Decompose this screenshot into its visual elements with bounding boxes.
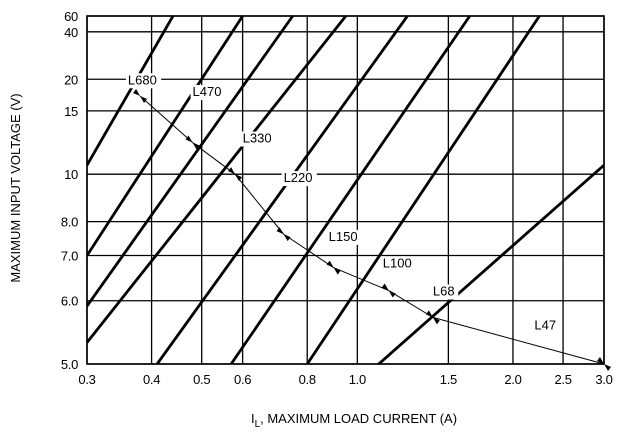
y-tick-label-8: 60 xyxy=(64,9,78,24)
curve-label-l47: L47 xyxy=(534,317,556,332)
boundary-segment-5 xyxy=(388,290,434,318)
curve-label-l150: L150 xyxy=(329,229,358,244)
series-line-l100 xyxy=(229,16,471,364)
y-tick-label-4: 10 xyxy=(64,167,78,182)
series-line-l47 xyxy=(377,164,604,364)
boundary-arrow-out-0 xyxy=(140,96,148,104)
x-tick-label-2: 0.5 xyxy=(193,372,210,387)
boundary-arrow-in-4 xyxy=(326,260,334,268)
curve-label-bg-5 xyxy=(380,256,416,272)
boundary-arrow-out-1 xyxy=(192,142,200,150)
curve-label-l330: L330 xyxy=(243,131,272,146)
x-axis-label-rest: , MAXIMUM LOAD CURRENT (A) xyxy=(260,411,457,426)
series-line-l150 xyxy=(156,16,409,364)
x-tick-label-4: 0.8 xyxy=(299,372,316,387)
boundary-arrow-in-0 xyxy=(133,89,141,97)
x-tick-label-7: 2.0 xyxy=(504,372,521,387)
curve-label-l220: L220 xyxy=(284,170,313,185)
plot-frame xyxy=(86,15,605,365)
boundary-arrow-out-2 xyxy=(235,174,243,182)
series-lines xyxy=(87,16,604,364)
boundary-arrow-out-4 xyxy=(333,267,341,275)
y-tick-label-1: 6.0 xyxy=(61,294,78,309)
boundary-arrow-out-5 xyxy=(388,290,396,298)
boundary-arrow-in-5 xyxy=(381,283,389,291)
x-tick-label-0: 0.3 xyxy=(78,372,95,387)
boundary-segment-0 xyxy=(139,95,193,143)
curve-label-l470: L470 xyxy=(193,84,222,99)
curve-label-bg-4 xyxy=(326,229,362,245)
x-axis-label-sub: L xyxy=(255,419,261,430)
boundary-arrow-in-7 xyxy=(597,357,604,364)
boundary-arrow-in-2 xyxy=(228,167,236,175)
boundary-line xyxy=(133,89,611,371)
series-line-l68 xyxy=(306,16,541,364)
curve-label-l68: L68 xyxy=(433,284,455,299)
y-tick-label-5: 15 xyxy=(64,104,78,119)
curve-labels: L680 L470 L330 L220 L150 L100 L68 L47 xyxy=(125,72,560,334)
curve-label-bg-2 xyxy=(240,131,276,147)
x-tick-label-6: 1.5 xyxy=(440,372,457,387)
series-line-l330 xyxy=(87,16,294,307)
x-tick-label-5: 1.0 xyxy=(349,372,366,387)
x-tick-label-8: 2.5 xyxy=(554,372,571,387)
y-tick-label-7: 40 xyxy=(64,25,78,40)
boundary-arrow-in-1 xyxy=(185,135,193,143)
y-tick-label-2: 7.0 xyxy=(61,249,78,264)
boundary-segment-2 xyxy=(234,173,284,235)
boundary-segment-1 xyxy=(192,142,236,175)
boundary-arrow-in-3 xyxy=(276,227,284,235)
x-tick-label-9: 3.0 xyxy=(595,372,612,387)
y-tick-label-0: 5.0 xyxy=(61,357,78,372)
curve-label-bg-7 xyxy=(532,318,560,334)
tick-labels: 0.3 0.4 0.5 0.6 0.8 1.0 1.5 2.0 2.5 3.0 5.0 6.0 7.0 8… xyxy=(61,9,613,387)
curve-label-l100: L100 xyxy=(383,256,412,271)
y-axis-label: MAXIMUM INPUT VOLTAGE (V) xyxy=(8,93,23,282)
boundary-arrow-out-6 xyxy=(432,317,440,325)
boundary-segment-6 xyxy=(432,316,605,365)
series-line-l680 xyxy=(87,16,175,166)
boundary-segment-4 xyxy=(333,267,389,291)
curve-label-bg-6 xyxy=(430,284,459,300)
y-tick-label-6: 20 xyxy=(64,72,78,87)
boundary-arrow-in-6 xyxy=(425,310,433,318)
x-tick-label-3: 0.6 xyxy=(234,372,251,387)
x-axis-label: IL, MAXIMUM LOAD CURRENT (A) xyxy=(251,411,457,430)
x-axis-label-main: I xyxy=(251,411,255,426)
curve-label-l680: L680 xyxy=(128,72,157,87)
curve-label-bg-3 xyxy=(281,171,317,187)
boundary-arrow-out-3 xyxy=(283,234,291,242)
x-tick-label-1: 0.4 xyxy=(143,372,160,387)
boundary-segment-3 xyxy=(283,233,334,269)
curve-label-bg-1 xyxy=(190,85,226,101)
y-tick-label-3: 8.0 xyxy=(61,215,78,230)
series-line-l470 xyxy=(87,16,244,257)
curve-label-bg-0 xyxy=(125,73,162,89)
series-line-l220 xyxy=(87,16,347,344)
grid xyxy=(86,15,605,365)
boundary-arrow-out-7 xyxy=(604,364,611,371)
